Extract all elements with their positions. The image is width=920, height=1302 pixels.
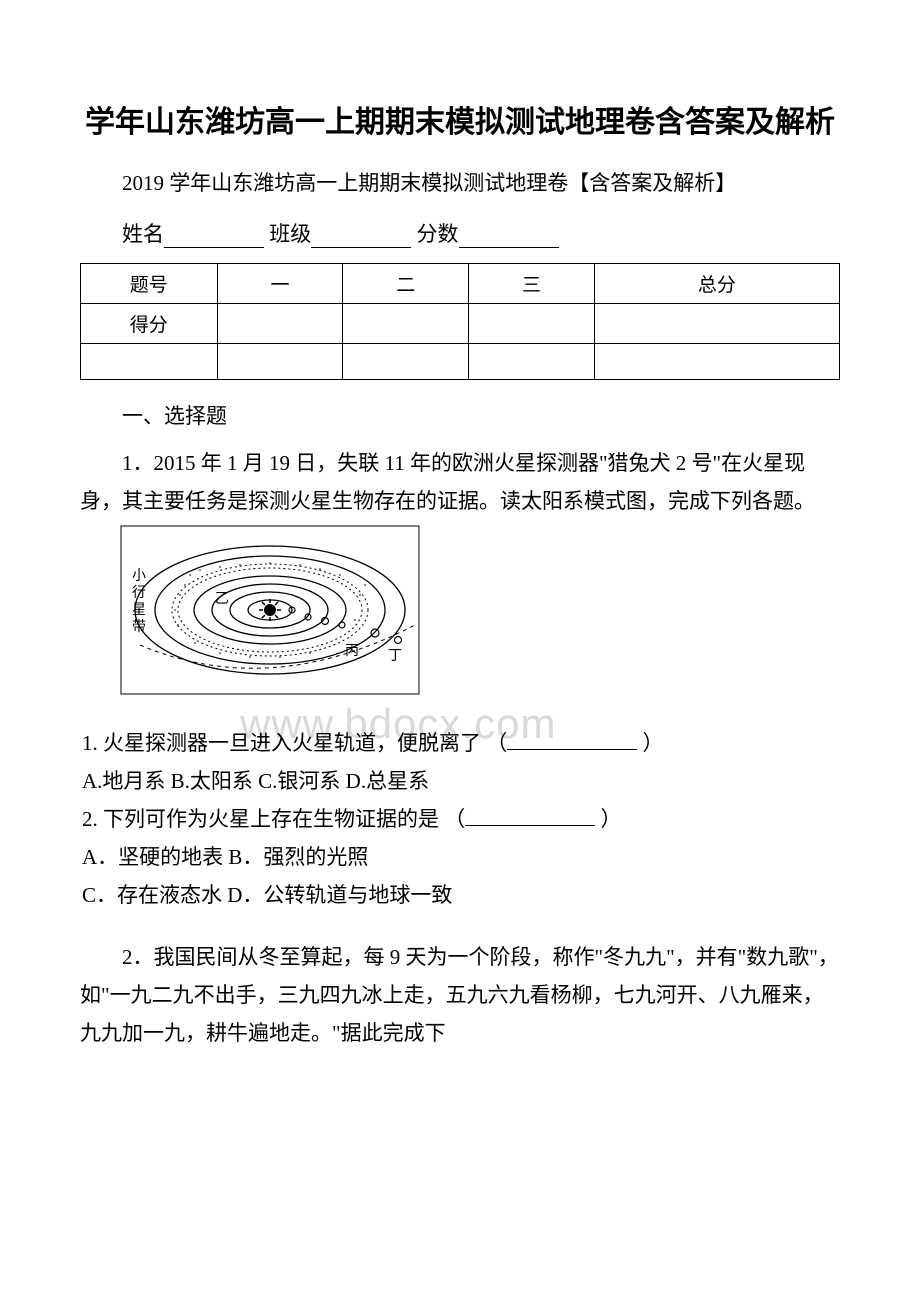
table-row: [81, 343, 840, 379]
solar-system-diagram: 小 行 星 带 乙 丙 丁: [120, 525, 420, 695]
class-label: 班级: [269, 222, 311, 246]
document-subtitle: 2019 学年山东潍坊高一上期期末模拟测试地理卷【含答案及解析】: [80, 165, 840, 203]
belt-label: 小: [132, 568, 146, 584]
belt-label: 行: [132, 585, 146, 601]
sub-text: 2. 下列可作为火星上存在生物证据的是 （: [82, 807, 465, 831]
score-cell[interactable]: [469, 303, 595, 343]
document-title: 学年山东潍坊高一上期期末模拟测试地理卷含答案及解析: [80, 100, 840, 145]
name-label: 姓名: [122, 222, 164, 246]
planet-label: 丁: [388, 649, 402, 664]
score-cell-label: 得分: [81, 303, 218, 343]
student-info-line: 姓名 班级 分数: [80, 218, 840, 248]
score-cell[interactable]: [343, 303, 469, 343]
empty-cell: [469, 343, 595, 379]
class-blank[interactable]: [311, 223, 411, 248]
table-row: 得分: [81, 303, 840, 343]
section-heading: 一、选择题: [80, 400, 840, 430]
answer-blank[interactable]: [465, 825, 595, 826]
q1-opts2a: A．坚硬的地表 B．强烈的光照: [82, 839, 840, 877]
score-label: 分数: [417, 222, 459, 246]
sub-end: ）: [637, 731, 663, 755]
col-cell: 三: [469, 263, 595, 303]
col-cell: 一: [217, 263, 343, 303]
belt-label: 带: [132, 619, 146, 635]
empty-cell: [343, 343, 469, 379]
table-row: 题号 一 二 三 总分: [81, 263, 840, 303]
question-1-stem: 1．2015 年 1 月 19 日，失联 11 年的欧洲火星探测器"猎兔犬 2 …: [80, 445, 840, 521]
sub-text: 1. 火星探测器一旦进入火星轨道，便脱离了 （: [82, 731, 507, 755]
name-blank[interactable]: [164, 223, 264, 248]
score-cell[interactable]: [217, 303, 343, 343]
planet-label: 乙: [215, 591, 229, 607]
question-2-stem: 2．我国民间从冬至算起，每 9 天为一个阶段，称作"冬九九"，并有"数九歌"，如…: [80, 939, 840, 1052]
col-cell: 总分: [594, 263, 839, 303]
header-cell: 题号: [81, 263, 218, 303]
empty-cell: [217, 343, 343, 379]
empty-cell: [594, 343, 839, 379]
sub-end: ）: [595, 807, 621, 831]
q1-sub2: 2. 下列可作为火星上存在生物证据的是 （ ）: [82, 801, 840, 839]
score-blank[interactable]: [459, 223, 559, 248]
score-table: 题号 一 二 三 总分 得分: [80, 263, 840, 380]
answer-blank[interactable]: [507, 749, 637, 750]
belt-label: 星: [132, 603, 146, 618]
col-cell: 二: [343, 263, 469, 303]
score-cell[interactable]: [594, 303, 839, 343]
q1-opts2b: C．存在液态水 D．公转轨道与地球一致: [82, 877, 840, 915]
q1-sub1: 1. 火星探测器一旦进入火星轨道，便脱离了 （ ）: [82, 725, 840, 763]
planet-label: 丙: [345, 644, 359, 659]
q1-opts1: A.地月系 B.太阳系 C.银河系 D.总星系: [82, 763, 840, 801]
empty-cell: [81, 343, 218, 379]
